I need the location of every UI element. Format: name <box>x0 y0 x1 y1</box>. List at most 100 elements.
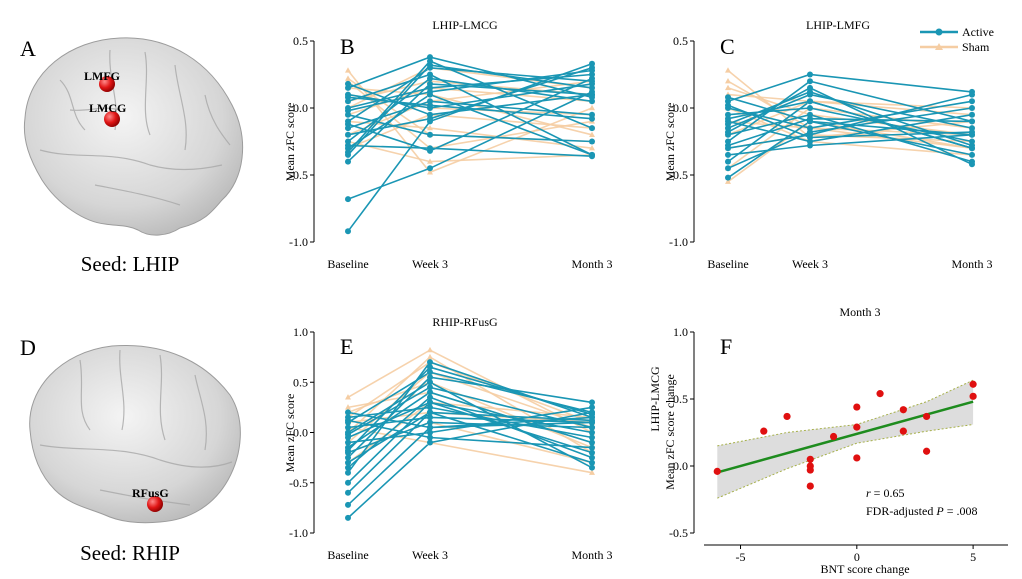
scatter-point <box>969 392 977 400</box>
x-tick-label: Week 3 <box>792 257 828 271</box>
active-point <box>807 98 813 105</box>
brain-lateral-right <box>29 344 241 524</box>
confidence-band <box>717 380 974 499</box>
x-tick-labels-b: Baseline Week 3 Month 3 <box>327 257 612 271</box>
active-point <box>807 134 813 141</box>
sham-point <box>345 394 351 400</box>
active-point <box>427 409 433 416</box>
active-point <box>427 424 433 431</box>
chart-title-e: RHIP-RFusG <box>432 315 498 329</box>
axis-ticks-f: -0.5 0.0 0.5 1.0 -5 0 5 <box>669 325 1008 564</box>
active-point <box>427 434 433 441</box>
y-axis-label-f-top: LHIP-LMCG <box>648 366 662 432</box>
active-point <box>969 118 975 125</box>
active-point <box>807 142 813 149</box>
active-point <box>589 454 595 461</box>
active-point <box>969 88 975 95</box>
sham-point <box>345 75 351 81</box>
regression-line <box>716 400 974 474</box>
region-sphere-lmfg <box>99 76 115 92</box>
chart-panel-b: B LHIP-LMCG Mean zFC score -1.0 -0.5 0.0 0.… <box>283 18 613 271</box>
active-point <box>725 102 731 109</box>
sham-point <box>589 131 595 137</box>
active-point <box>345 464 351 471</box>
active-point <box>589 125 595 132</box>
y-tick-label: 0.0 <box>293 101 308 115</box>
active-point <box>589 424 595 431</box>
active-point <box>345 439 351 446</box>
panel-letter-a: A <box>20 36 36 61</box>
y-tick-label: 0.5 <box>673 34 688 48</box>
active-point <box>589 459 595 466</box>
brain-panel-a: A LMFG LMCG Seed: LHIP <box>20 36 244 276</box>
sham-point <box>589 469 595 475</box>
x-tick-label: 5 <box>970 550 976 564</box>
p-value: = .008 <box>944 504 978 518</box>
active-point <box>345 431 351 438</box>
sham-point <box>725 67 731 73</box>
scatter-point <box>899 406 907 414</box>
active-point <box>345 142 351 149</box>
y-tick-label: -0.5 <box>669 526 688 540</box>
active-point <box>589 429 595 436</box>
sham-point <box>589 104 595 111</box>
active-point <box>427 165 433 172</box>
active-point <box>589 75 595 82</box>
x-tick-label: Week 3 <box>412 257 448 271</box>
active-point <box>427 404 433 411</box>
active-point <box>427 359 433 366</box>
sham-point <box>427 158 433 164</box>
active-point <box>427 429 433 436</box>
active-point <box>589 91 595 98</box>
chart-panel-e: E RHIP-RFusG Mean zFC score -1.0 -0.5 0.0 0… <box>283 315 613 562</box>
active-point <box>725 158 731 165</box>
active-point <box>427 58 433 65</box>
active-point <box>427 111 433 118</box>
panel-letter-d: D <box>20 335 36 360</box>
active-point <box>345 479 351 486</box>
r-symbol: r <box>866 486 871 500</box>
sham-point <box>345 67 351 73</box>
chart-title-c: LHIP-LMFG <box>806 18 870 32</box>
p-symbol: P <box>935 504 944 518</box>
active-point <box>427 147 433 154</box>
active-point <box>345 107 351 114</box>
scatter-point <box>853 423 861 431</box>
seed-label-rhip: Seed: RHIP <box>80 541 180 565</box>
active-point <box>345 447 351 454</box>
y-axis-label-b: Mean zFC score <box>283 103 297 182</box>
sham-point <box>345 404 351 410</box>
confidence-band-lower-edge <box>717 424 974 499</box>
active-point <box>725 165 731 172</box>
active-point <box>427 131 433 138</box>
active-point <box>345 228 351 235</box>
x-axis-label-f: BNT score change <box>820 562 909 576</box>
region-label-lmfg: LMFG <box>84 69 120 83</box>
scatter-point <box>876 390 884 398</box>
active-point <box>807 105 813 111</box>
y-tick-label: 0.0 <box>673 101 688 115</box>
chart-panel-f: F Month 3 LHIP-LMCG Mean zFC score chang… <box>648 305 1008 576</box>
active-point <box>427 419 433 426</box>
active-point <box>969 111 975 118</box>
x-tick-label: Month 3 <box>571 548 612 562</box>
active-point <box>345 469 351 476</box>
sham-point <box>427 346 433 353</box>
active-point <box>807 88 813 95</box>
active-point <box>427 439 433 446</box>
x-tick-labels-e: Baseline Week 3 Month 3 <box>327 548 612 562</box>
y-tick-label: 0.0 <box>673 459 688 473</box>
active-point <box>427 414 433 421</box>
panel-letter-b: B <box>340 34 355 59</box>
panel-letter-e: E <box>340 334 353 359</box>
active-point <box>807 71 813 78</box>
active-point <box>345 454 351 461</box>
subject-points-c <box>725 67 975 184</box>
active-point <box>427 64 433 71</box>
y-tick-label: 1.0 <box>293 325 308 339</box>
scatter-point <box>806 466 814 474</box>
active-point <box>589 449 595 456</box>
subject-lines-e <box>347 349 593 519</box>
active-point <box>725 129 731 136</box>
legend-marker-active <box>935 28 943 36</box>
